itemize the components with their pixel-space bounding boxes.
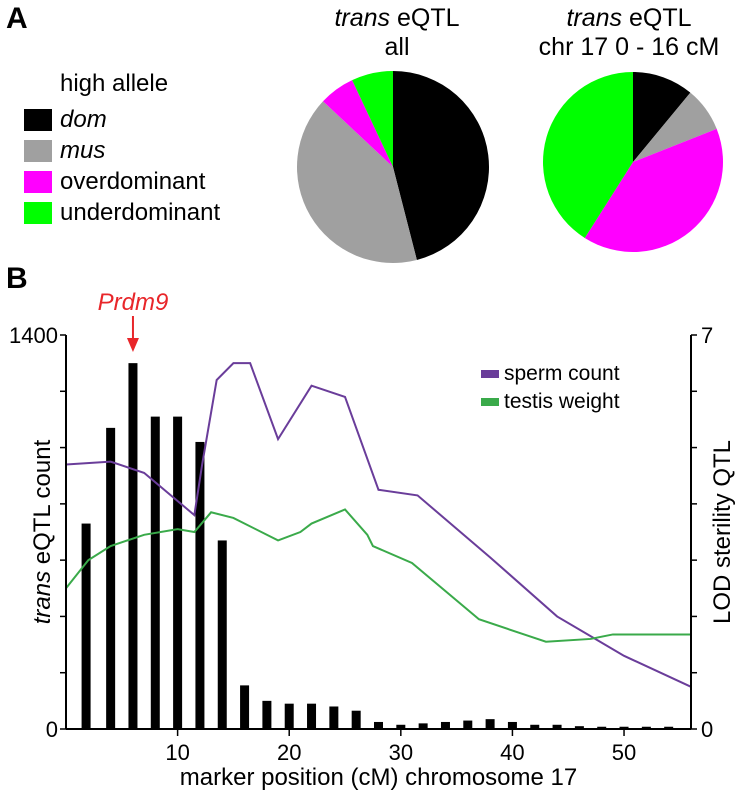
bar [574, 726, 584, 729]
bar [284, 703, 294, 729]
y-tick-label: 1400 [9, 323, 58, 348]
line-legend-swatch [481, 398, 499, 406]
pie-1-title: trans eQTL all [297, 4, 497, 62]
legend-title: high allele [60, 70, 169, 97]
legend-label: mus [60, 137, 106, 164]
y2-tick-label: 0 [701, 717, 713, 742]
bar [106, 427, 116, 729]
bar [418, 723, 428, 729]
y-axis-label-italic: trans [29, 571, 56, 624]
bar [396, 724, 406, 729]
x-tick-label: 30 [389, 740, 413, 765]
line-legend-label: sperm count [504, 362, 620, 385]
pie-2-title-italic: trans [566, 4, 623, 32]
legend-item-1: mus [24, 137, 105, 165]
bar [374, 721, 383, 729]
bar [552, 724, 562, 729]
pie-slice-dom [633, 72, 691, 162]
y-axis-label: trans eQTL count [29, 439, 56, 624]
pie-chart-all [297, 71, 490, 263]
y2-axis-label: LOD sterility QTL [709, 440, 736, 624]
bar [530, 724, 540, 729]
bar [485, 719, 495, 729]
bar [440, 721, 450, 729]
line-legend-label: testis weight [504, 390, 620, 413]
legend-label: dom [60, 106, 107, 133]
legend-item-3: underdominant [24, 199, 220, 227]
bar [641, 726, 651, 729]
panel-a-letter: A [6, 2, 28, 35]
legend-label: underdominant [60, 199, 221, 226]
pie-1-title-rest: eQTL [397, 4, 460, 32]
pie-chart-chr17 [543, 72, 723, 253]
bar [351, 710, 361, 729]
bar [81, 523, 91, 729]
legend-swatch [24, 171, 52, 193]
legend-item-2: overdominant [24, 168, 205, 196]
bar [329, 706, 339, 729]
pie-slice-overdominant [584, 128, 723, 253]
legend-swatch [24, 140, 52, 162]
bar [664, 726, 674, 729]
x-tick-label: 20 [277, 740, 301, 765]
y2-tick-label: 7 [701, 323, 713, 348]
pie-2-subtitle: chr 17 0 - 16 cM [538, 33, 720, 61]
pie-1-title-italic: trans [334, 4, 391, 32]
pie-slice-mus [633, 92, 717, 162]
panel-b-letter: B [6, 262, 28, 295]
prdm9-label: Prdm9 [98, 289, 169, 316]
series-line-0 [65, 362, 692, 688]
pie-2-title-rest: eQTL [629, 4, 692, 32]
bar [507, 721, 517, 729]
bar [307, 703, 317, 729]
pie-2-title: trans eQTL chr 17 0 - 16 cM [513, 4, 745, 62]
x-tick-label: 40 [500, 740, 524, 765]
y-axis-label-rest: eQTL count [29, 439, 56, 571]
bar [217, 540, 227, 729]
line-legend-swatch [481, 370, 499, 378]
x-tick-label: 10 [165, 740, 189, 765]
pie-1-subtitle: all [384, 33, 410, 61]
legend-label: overdominant [60, 168, 206, 195]
legend-swatch [24, 109, 52, 131]
legend-swatch [24, 202, 52, 224]
pie-slice-overdominant [323, 80, 393, 167]
bar [150, 416, 160, 729]
x-axis-label: marker position (cM) chromosome 17 [180, 764, 577, 791]
bar [195, 441, 205, 729]
bar [128, 363, 138, 729]
pie-slice-mus [297, 101, 417, 263]
pie-slice-underdominant [352, 71, 393, 167]
bar [173, 416, 183, 729]
bar [597, 726, 607, 729]
legend-item-0: dom [24, 106, 107, 134]
series-line-1 [65, 508, 691, 643]
prdm9-arrow-head [126, 338, 139, 352]
bar [619, 726, 629, 729]
y-tick-label: 0 [46, 717, 58, 742]
bar [463, 720, 473, 729]
eqtl-chart: 0 1400 0 7 10 20 30 40 50 marker position (cM) ch… [9, 289, 736, 791]
pie-slice-dom [393, 71, 490, 260]
pie-slice-underdominant [543, 72, 633, 238]
bar [262, 700, 272, 729]
bar [240, 685, 250, 729]
x-tick-label: 50 [612, 740, 636, 765]
